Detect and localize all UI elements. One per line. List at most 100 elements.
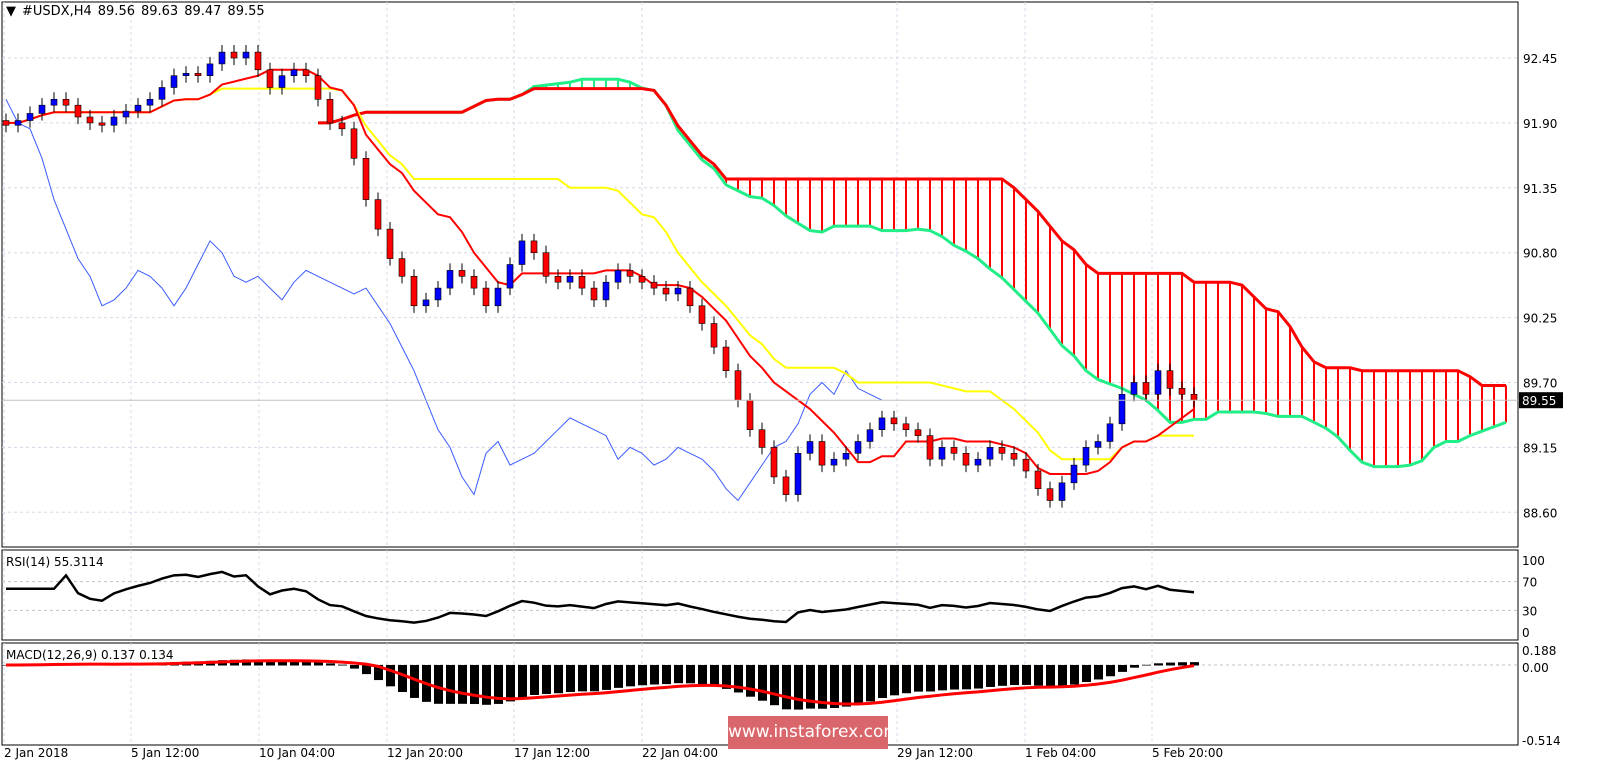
bear-candle — [650, 281, 658, 289]
bear-candle — [254, 51, 262, 71]
macd-histogram-bar — [758, 665, 767, 701]
macd-histogram-bar — [998, 665, 1007, 686]
macd-histogram-bar — [254, 659, 263, 666]
macd-histogram-bar — [638, 665, 647, 686]
price-tick-label: 91.90 — [1523, 117, 1557, 131]
bull-candle — [26, 113, 34, 121]
macd-histogram-bar — [554, 665, 563, 694]
macd-histogram-bar — [746, 665, 755, 697]
macd-histogram-bar — [782, 665, 791, 710]
bear-candle — [1046, 488, 1054, 501]
open-value: 89.56 — [97, 4, 135, 19]
rsi-tick-label: 70 — [1522, 576, 1537, 590]
bear-candle — [734, 370, 742, 401]
high-value: 89.63 — [140, 4, 179, 19]
macd-histogram-bar — [278, 660, 287, 666]
bear-candle — [758, 429, 766, 448]
macd-histogram-bar — [326, 663, 335, 666]
bull-candle — [434, 287, 442, 301]
macd-histogram-bar — [1022, 665, 1031, 685]
bull-candle — [158, 87, 166, 100]
price-tick-label: 90.80 — [1523, 247, 1557, 261]
bear-candle — [410, 275, 418, 307]
macd-histogram-bar — [410, 665, 419, 698]
bear-candle — [338, 122, 346, 130]
macd-histogram-bar — [338, 664, 347, 666]
time-tick-label: 5 Feb 20:00 — [1152, 746, 1223, 760]
macd-histogram-bar — [806, 665, 815, 709]
macd-histogram-bar — [506, 665, 515, 702]
bull-candle — [14, 120, 22, 126]
rsi-tick-label: 100 — [1522, 554, 1545, 568]
macd-histogram-bar — [470, 665, 479, 705]
price-tick-label: 92.45 — [1523, 52, 1557, 66]
macd-histogram-bar — [434, 665, 443, 704]
bear-candle — [98, 122, 106, 126]
bear-candle — [458, 270, 466, 277]
bear-candle — [722, 346, 730, 372]
chikou-span-line — [5, 99, 883, 502]
bull-candle — [50, 99, 58, 106]
bear-candle — [1190, 393, 1198, 401]
bull-candle — [878, 417, 886, 430]
bull-candle — [182, 73, 190, 76]
bear-candle — [302, 69, 310, 77]
bear-candle — [686, 287, 694, 307]
bull-candle — [446, 270, 454, 289]
bear-candle — [914, 429, 922, 436]
macd-histogram-bar — [974, 665, 983, 689]
bull-candle — [506, 264, 514, 289]
price-tick-label: 88.60 — [1523, 506, 1557, 520]
bear-candle — [578, 275, 586, 289]
macd-histogram-bar — [722, 665, 731, 689]
macd-histogram-bar — [770, 665, 779, 706]
bull-candle — [146, 99, 154, 106]
bear-candle — [902, 423, 910, 430]
macd-histogram-bar — [626, 665, 635, 687]
bear-candle — [362, 158, 370, 200]
time-tick-label: 17 Jan 12:00 — [514, 746, 590, 760]
macd-histogram-bar — [914, 665, 923, 692]
price-tick-label: 91.35 — [1523, 182, 1557, 196]
bull-candle — [842, 452, 850, 460]
senkou-span-b-line — [318, 87, 1506, 387]
macd-histogram-bar — [398, 665, 407, 693]
bear-candle — [638, 275, 646, 283]
current-price-label: 89.55 — [1522, 394, 1556, 408]
macd-histogram-bar — [362, 665, 371, 675]
bull-candle — [794, 452, 802, 495]
bear-candle — [530, 240, 538, 253]
macd-histogram-bar — [446, 665, 455, 704]
time-tick-label: 10 Jan 04:00 — [259, 746, 335, 760]
time-tick-label: 2 Jan 2018 — [4, 746, 68, 760]
macd-histogram-bar — [950, 665, 959, 690]
rsi-tick-label: 30 — [1522, 604, 1537, 618]
bull-candle — [1106, 423, 1114, 442]
bull-candle — [38, 104, 46, 114]
bear-candle — [470, 275, 478, 289]
bear-candle — [998, 447, 1006, 454]
bear-candle — [542, 252, 550, 277]
macd-histogram-bar — [266, 660, 275, 666]
symbol-label: #USDX,H4 — [22, 4, 92, 19]
bull-candle — [1154, 370, 1162, 395]
macd-histogram-bar — [698, 665, 707, 685]
macd-histogram-bar — [566, 665, 575, 692]
macd-histogram-bar — [818, 665, 827, 709]
macd-histogram-bar — [494, 665, 503, 704]
bear-candle — [710, 323, 718, 348]
dropdown-triangle-icon[interactable]: ▼ — [6, 4, 16, 19]
macd-histogram-bar — [1154, 663, 1163, 666]
rsi-panel — [1, 549, 1519, 641]
bear-candle — [326, 99, 334, 124]
macd-histogram-bar — [302, 661, 311, 666]
bear-candle — [962, 452, 970, 466]
bear-candle — [1034, 470, 1042, 490]
watermark[interactable]: www.instaforex.com — [728, 716, 888, 749]
bull-candle — [1058, 482, 1066, 501]
bear-candle — [554, 275, 562, 283]
macd-histogram-bar — [986, 665, 995, 687]
price-tick-label: 90.25 — [1523, 312, 1557, 326]
bear-candle — [230, 51, 238, 59]
